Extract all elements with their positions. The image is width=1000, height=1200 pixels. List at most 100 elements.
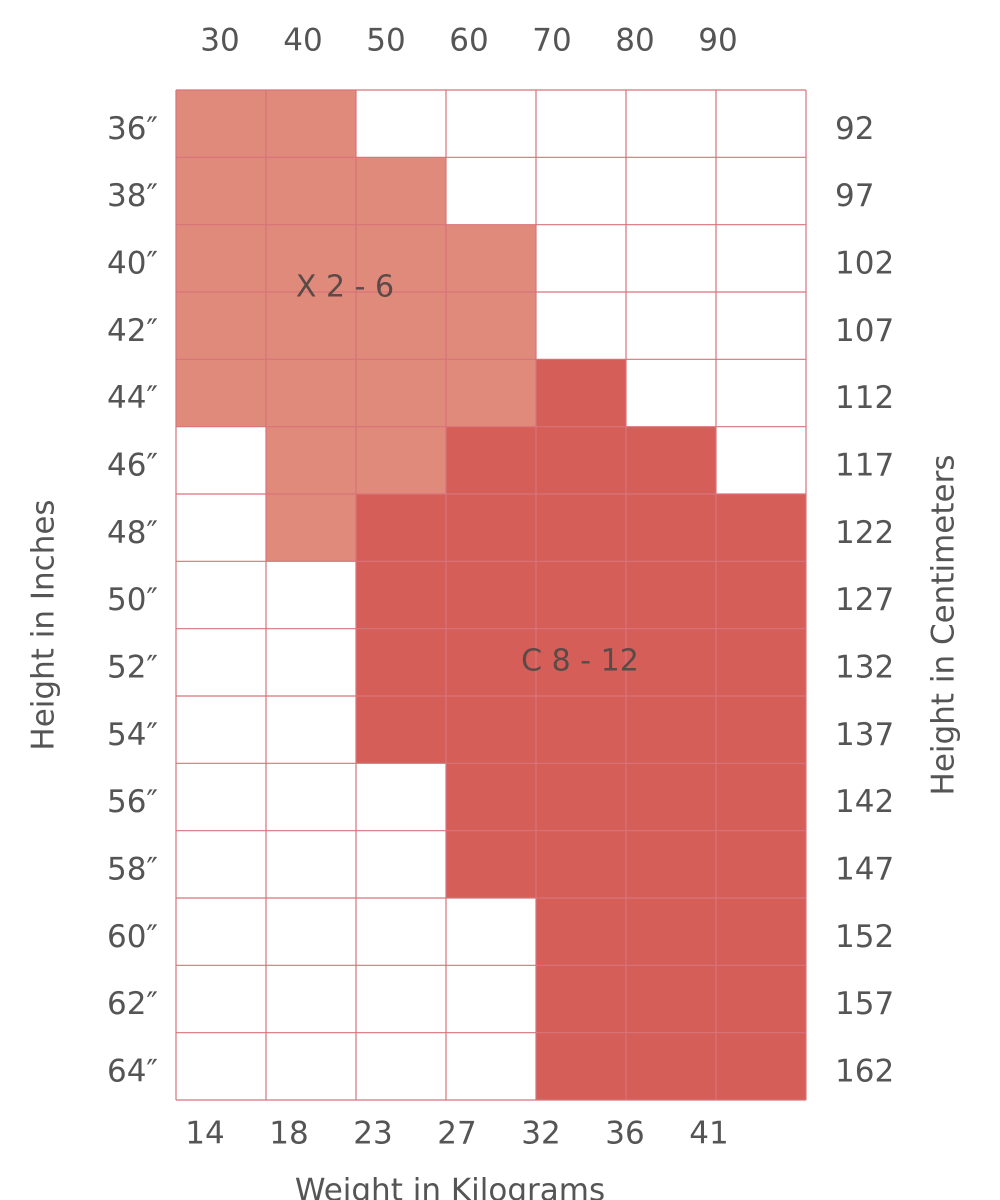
- grid-cell: [446, 696, 536, 764]
- grid-cell: [536, 157, 626, 225]
- left-title: Height in Inches: [26, 499, 62, 750]
- grid-cell: [716, 965, 806, 1033]
- grid-cell: [716, 224, 806, 292]
- grid-cell: [356, 494, 446, 562]
- grid-cell: [446, 898, 536, 966]
- left-label: 54″: [107, 717, 158, 753]
- grid-cell: [536, 426, 626, 494]
- right-label: 92: [835, 111, 874, 147]
- grid-cell: [266, 763, 356, 831]
- left-label: 62″: [107, 986, 158, 1022]
- left-label: 48″: [107, 515, 158, 551]
- grid-cell: [176, 90, 266, 158]
- grid-cell: [176, 830, 266, 898]
- grid-cell: [716, 561, 806, 629]
- left-label: 42″: [107, 313, 158, 349]
- grid-cell: [536, 898, 626, 966]
- left-label: 40″: [107, 246, 158, 282]
- grid-cell: [176, 292, 266, 360]
- grid-cell: [536, 90, 626, 158]
- grid-cell: [446, 292, 536, 360]
- grid-cell: [626, 494, 716, 562]
- bottom-label: 27: [437, 1116, 476, 1152]
- grid-cell: [356, 628, 446, 696]
- grid-cell: [356, 1032, 446, 1100]
- grid-cell: [536, 292, 626, 360]
- left-label: 64″: [107, 1054, 158, 1090]
- grid-cell: [716, 292, 806, 360]
- right-title: Height in Centimeters: [926, 455, 962, 796]
- grid-cell: [176, 561, 266, 629]
- grid-cell: [626, 763, 716, 831]
- grid-cell: [176, 157, 266, 225]
- grid-cell: [176, 696, 266, 764]
- left-label: 52″: [107, 650, 158, 686]
- grid-cell: [266, 561, 356, 629]
- grid-cell: [536, 494, 626, 562]
- grid-cell: [176, 965, 266, 1033]
- right-label: 137: [835, 717, 894, 753]
- grid-cell: [716, 898, 806, 966]
- grid-cell: [446, 965, 536, 1033]
- grid-cell: [446, 157, 536, 225]
- right-label: 142: [835, 784, 894, 820]
- grid-cell: [536, 224, 626, 292]
- grid-cell: [176, 224, 266, 292]
- right-label: 152: [835, 919, 894, 955]
- grid-cell: [716, 1032, 806, 1100]
- grid-cell: [626, 696, 716, 764]
- right-label: 97: [835, 178, 874, 214]
- bottom-label: 41: [689, 1116, 728, 1152]
- grid-cell: [356, 224, 446, 292]
- grid-cell: [716, 494, 806, 562]
- grid-cell: [266, 426, 356, 494]
- top-label: 60: [449, 23, 488, 59]
- grid-cell: [176, 359, 266, 427]
- grid-cell: [446, 224, 536, 292]
- grid-cell: [356, 696, 446, 764]
- grid-cell: [626, 359, 716, 427]
- grid-cell: [536, 359, 626, 427]
- grid-cell: [446, 1032, 536, 1100]
- grid-cell: [176, 494, 266, 562]
- right-label: 102: [835, 246, 894, 282]
- left-label: 38″: [107, 178, 158, 214]
- grid-cell: [626, 1032, 716, 1100]
- zone-label: X 2 - 6: [296, 270, 394, 305]
- grid-cell: [626, 292, 716, 360]
- grid-cell: [356, 426, 446, 494]
- grid-cell: [446, 561, 536, 629]
- grid-cell: [266, 696, 356, 764]
- grid-cell: [716, 696, 806, 764]
- left-label: 56″: [107, 784, 158, 820]
- right-label: 117: [835, 448, 894, 484]
- grid-cell: [356, 359, 446, 427]
- grid-cell: [266, 157, 356, 225]
- grid-cell: [716, 359, 806, 427]
- grid-cell: [356, 898, 446, 966]
- grid-cell: [266, 830, 356, 898]
- grid-cell: [446, 494, 536, 562]
- left-label: 46″: [107, 448, 158, 484]
- right-label: 157: [835, 986, 894, 1022]
- right-label: 162: [835, 1054, 894, 1090]
- right-label: 127: [835, 582, 894, 618]
- grid-cell: [446, 359, 536, 427]
- grid-cell: [626, 561, 716, 629]
- bottom-label: 23: [353, 1116, 392, 1152]
- grid-cell: [626, 628, 716, 696]
- grid-cell: [266, 1032, 356, 1100]
- grid-cell: [536, 561, 626, 629]
- grid-cell: [176, 1032, 266, 1100]
- grid-cell: [626, 157, 716, 225]
- top-label: 80: [615, 23, 654, 59]
- grid-cell: [356, 292, 446, 360]
- grid-cell: [266, 90, 356, 158]
- grid-cell: [356, 763, 446, 831]
- grid-cell: [356, 90, 446, 158]
- right-label: 122: [835, 515, 894, 551]
- grid-cell: [716, 628, 806, 696]
- grid-cell: [536, 830, 626, 898]
- grid-cell: [446, 830, 536, 898]
